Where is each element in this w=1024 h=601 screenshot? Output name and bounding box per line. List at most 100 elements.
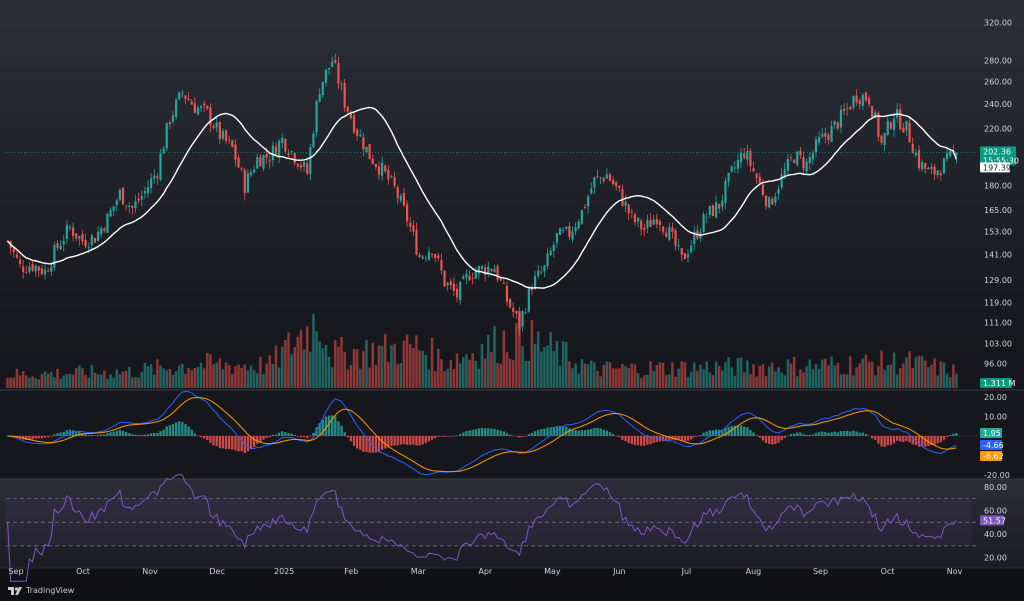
volume-bar [187,367,190,388]
macd-histogram-bar [908,435,911,443]
candle-body [577,221,580,229]
price-pane[interactable] [6,53,978,388]
volume-bar [421,350,424,388]
candle-body [830,125,833,142]
volume-bar [359,368,362,388]
volume-bar [920,356,924,388]
volume-bar [193,367,197,388]
macd-histogram-bar [43,435,47,438]
macd-histogram-bar [764,435,768,444]
macd-histogram-bar [187,426,190,436]
candle-body [377,166,381,175]
macd-histogram-bar [421,435,424,445]
macd-histogram-bar [380,435,384,450]
candle-body [25,272,28,274]
time-tick-label: Dec [209,567,224,576]
macd-histogram-bar [895,435,899,441]
candle-body [580,209,583,224]
price-tick-label: 240.00 [984,100,1012,109]
macd-histogram-bar [290,433,293,436]
price-tick-label: 153.00 [984,227,1012,236]
macd-pane[interactable] [0,389,1024,479]
volume-bar [596,371,599,388]
volume-bar [6,377,9,388]
macd-histogram-bar [752,432,755,436]
volume-bar [874,375,877,388]
candle-body [209,107,212,126]
macd-histogram-bar [627,435,630,444]
signal-value-tag: -6.62 [983,452,1004,461]
macd-histogram-bar [630,435,633,444]
candle-body [165,122,168,149]
candle-body [571,231,574,240]
candle-body [593,177,596,188]
macd-histogram-bar [889,435,893,445]
macd-histogram-bar [920,435,924,447]
candle-body [168,122,171,125]
volume-bar [696,370,699,388]
candle-body [228,139,231,141]
candle-body [399,195,402,201]
macd-histogram-bar [140,434,143,436]
candle-body [602,178,605,181]
macd-histogram-bar [674,435,677,441]
candle-body [159,153,162,180]
volume-bar [902,363,905,388]
volume-bar [106,378,109,388]
candle-body [84,239,87,247]
candle-body [440,260,443,271]
macd-histogram-bar [106,433,109,436]
candle-body [936,170,939,176]
candle-body [309,147,312,175]
price-tick-label: 165.00 [984,206,1012,215]
volume-bar [558,365,562,388]
volume-bar [952,364,955,388]
volume-bar [927,367,930,388]
tradingview-logo[interactable]: TradingView [8,586,74,595]
macd-histogram-bar [449,435,452,437]
macd-histogram-bar [343,432,346,436]
candle-body [390,176,393,177]
volume-bar [518,311,521,388]
rsi-pane[interactable] [0,473,1024,582]
volume-bar [330,367,334,388]
volume-bar [674,377,677,388]
volume-bar [658,362,662,388]
macd-histogram-bar [899,435,902,442]
macd-histogram-bar [362,435,365,452]
candle-body [814,139,818,153]
macd-histogram-bar [577,430,580,436]
volume-bar [424,354,428,388]
candle-body [674,229,677,247]
candle-body [434,254,437,259]
volume-bar [783,375,787,388]
candle-body [730,166,733,172]
volume-bar [59,378,62,388]
macd-histogram-bar [128,433,131,436]
candle-body [555,233,559,243]
candle-body [702,214,705,233]
volume-bar [565,342,568,388]
volume-bar [15,368,19,388]
macd-histogram-bar [852,430,855,436]
candle-body [505,285,509,302]
volume-bar [845,374,849,388]
volume-bar [118,374,122,388]
macd-histogram-bar [103,434,106,436]
macd-histogram-bar [309,435,312,437]
time-axis[interactable]: Sep Oct Nov Dec 2025 Feb Mar Apr May Jun Jul Aug Sep… [0,567,1024,576]
macd-histogram-bar [427,435,431,442]
candle-body [533,275,537,290]
candle-body [477,266,480,274]
candle-body [633,214,637,223]
volume-bar [343,351,346,388]
macd-histogram-bar [212,435,215,446]
candle-body [677,245,680,247]
macd-histogram-bar [805,434,808,436]
macd-histogram-bar [340,425,343,436]
macd-histogram-bar [814,433,818,436]
candle-body [490,269,493,271]
volume-bar [767,366,771,388]
price-axis[interactable]: 320.00 280.00 260.00 240.00 220.00 180.00 165.… [980,19,1019,563]
